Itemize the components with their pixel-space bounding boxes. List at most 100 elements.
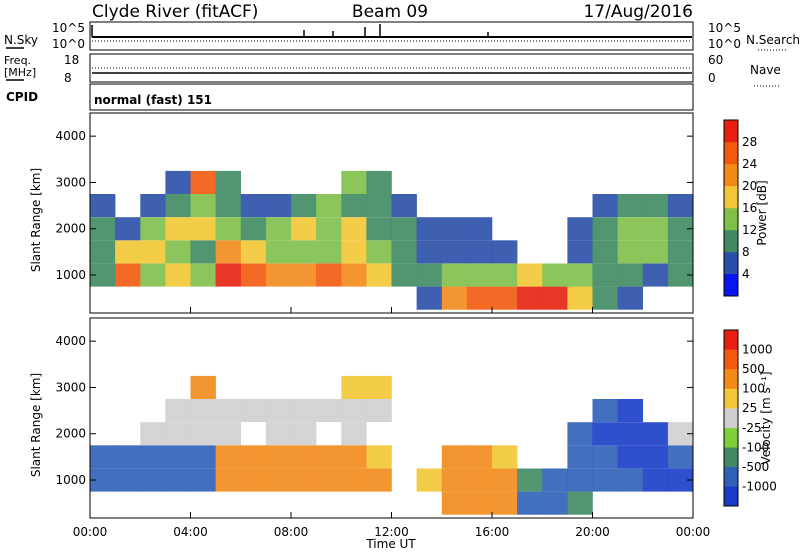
cpid-text: normal (fast) 151 bbox=[94, 93, 212, 107]
colorbar-tick-label: -1000 bbox=[742, 479, 777, 493]
heat-cell bbox=[291, 399, 317, 423]
heat-cell bbox=[140, 194, 166, 218]
x-tick-label: 20:00 bbox=[575, 525, 610, 539]
heat-cell bbox=[366, 194, 392, 218]
heat-cell bbox=[567, 422, 593, 446]
heat-cell bbox=[667, 263, 694, 287]
colorbar-segment bbox=[724, 408, 738, 428]
heat-cell bbox=[542, 286, 568, 310]
colorbar-tick-label: 16 bbox=[742, 201, 757, 215]
freq-left-tick-bottom: 8 bbox=[64, 71, 72, 85]
y-tick-label: 4000 bbox=[55, 334, 86, 348]
heat-cell bbox=[592, 286, 618, 310]
heat-cell bbox=[567, 263, 593, 287]
power-y-ticks: 1000 2000 3000 4000 bbox=[55, 129, 693, 282]
heat-cell bbox=[441, 468, 468, 492]
heat-cell bbox=[140, 240, 166, 264]
heat-cell bbox=[165, 217, 191, 241]
heat-cell bbox=[291, 422, 317, 446]
heat-cell bbox=[567, 445, 593, 469]
heat-cell bbox=[341, 399, 367, 423]
heat-cell bbox=[466, 263, 493, 287]
heat-cell bbox=[291, 240, 317, 264]
heat-cell bbox=[642, 468, 669, 492]
heat-cell bbox=[441, 263, 468, 287]
heat-cell bbox=[316, 445, 342, 469]
heat-cell bbox=[316, 468, 342, 492]
heat-cell bbox=[542, 491, 568, 515]
x-tick-label: 12:00 bbox=[374, 525, 409, 539]
heat-cell bbox=[567, 286, 593, 310]
noise-right-tick-bottom: 10^0 bbox=[708, 37, 741, 51]
heat-cell bbox=[466, 217, 493, 241]
heat-cell bbox=[291, 468, 317, 492]
heat-cell bbox=[90, 263, 116, 287]
heat-cell bbox=[416, 217, 442, 241]
heat-cell bbox=[466, 286, 493, 310]
heat-cell bbox=[341, 194, 367, 218]
noise-right-tick-top: 10^5 bbox=[708, 21, 741, 35]
heat-cell bbox=[341, 240, 367, 264]
heat-cell bbox=[115, 240, 141, 264]
noise-panel: N.Sky 10^5 10^0 10^5 10^0 N.Search bbox=[4, 21, 800, 51]
heat-cell bbox=[165, 399, 191, 423]
heat-cell bbox=[291, 194, 317, 218]
heat-cell bbox=[667, 240, 694, 264]
heat-cell bbox=[240, 217, 267, 241]
heat-cell bbox=[366, 399, 392, 423]
heat-cell bbox=[265, 217, 292, 241]
colorbar-segment bbox=[724, 466, 738, 487]
heat-cell bbox=[617, 399, 643, 423]
velocity-colorbar-label: Velocity [m s⁻¹] bbox=[759, 371, 773, 464]
date-title: 17/Aug/2016 bbox=[583, 2, 693, 22]
heat-cell bbox=[190, 240, 216, 264]
heat-cell bbox=[240, 468, 267, 492]
y-tick-label: 2000 bbox=[55, 222, 86, 236]
colorbar-segment bbox=[724, 427, 738, 448]
power-cells bbox=[90, 170, 694, 310]
heat-cell bbox=[642, 422, 669, 446]
cpid-panel: CPID normal (fast) 151 bbox=[6, 83, 694, 111]
heat-cell bbox=[291, 217, 317, 241]
heat-cell bbox=[617, 240, 643, 264]
heat-cell bbox=[517, 286, 543, 310]
colorbar-segment bbox=[724, 349, 738, 370]
heat-cell bbox=[466, 445, 493, 469]
heat-cell bbox=[265, 445, 292, 469]
heat-cell bbox=[542, 468, 568, 492]
heat-cell bbox=[265, 240, 292, 264]
heat-cell bbox=[190, 170, 216, 194]
heat-cell bbox=[341, 422, 367, 446]
heat-cell bbox=[291, 263, 317, 287]
heat-cell bbox=[391, 217, 417, 241]
heat-cell bbox=[366, 217, 392, 241]
colorbar-segment bbox=[724, 186, 738, 209]
heat-cell bbox=[617, 445, 643, 469]
heat-cell bbox=[592, 445, 618, 469]
heat-cell bbox=[140, 468, 166, 492]
heat-cell bbox=[542, 263, 568, 287]
heat-cell bbox=[667, 468, 694, 492]
heat-cell bbox=[416, 263, 442, 287]
cpid-label: CPID bbox=[6, 90, 38, 104]
colorbar-tick-label: 4 bbox=[742, 267, 750, 281]
heat-cell bbox=[341, 170, 367, 194]
colorbar-segment bbox=[724, 447, 738, 468]
heat-cell bbox=[215, 422, 241, 446]
heat-cell bbox=[642, 194, 669, 218]
heat-cell bbox=[115, 445, 141, 469]
heat-cell bbox=[90, 217, 116, 241]
nave-label: Nave bbox=[750, 63, 781, 77]
heat-cell bbox=[416, 240, 442, 264]
colorbar-tick-label: 20 bbox=[742, 179, 757, 193]
noise-search-label: N.Search bbox=[746, 33, 800, 47]
heat-cell bbox=[567, 491, 593, 515]
colorbar-segment bbox=[724, 230, 738, 253]
heat-cell bbox=[617, 468, 643, 492]
power-colorbar: 28 24 20 16 12 8 4 bbox=[723, 119, 757, 297]
noise-left-tick-top: 10^5 bbox=[52, 21, 85, 35]
heat-cell bbox=[492, 491, 518, 515]
colorbar-segment bbox=[724, 486, 738, 507]
y-tick-label: 3000 bbox=[55, 175, 86, 189]
heat-cell bbox=[215, 170, 241, 194]
